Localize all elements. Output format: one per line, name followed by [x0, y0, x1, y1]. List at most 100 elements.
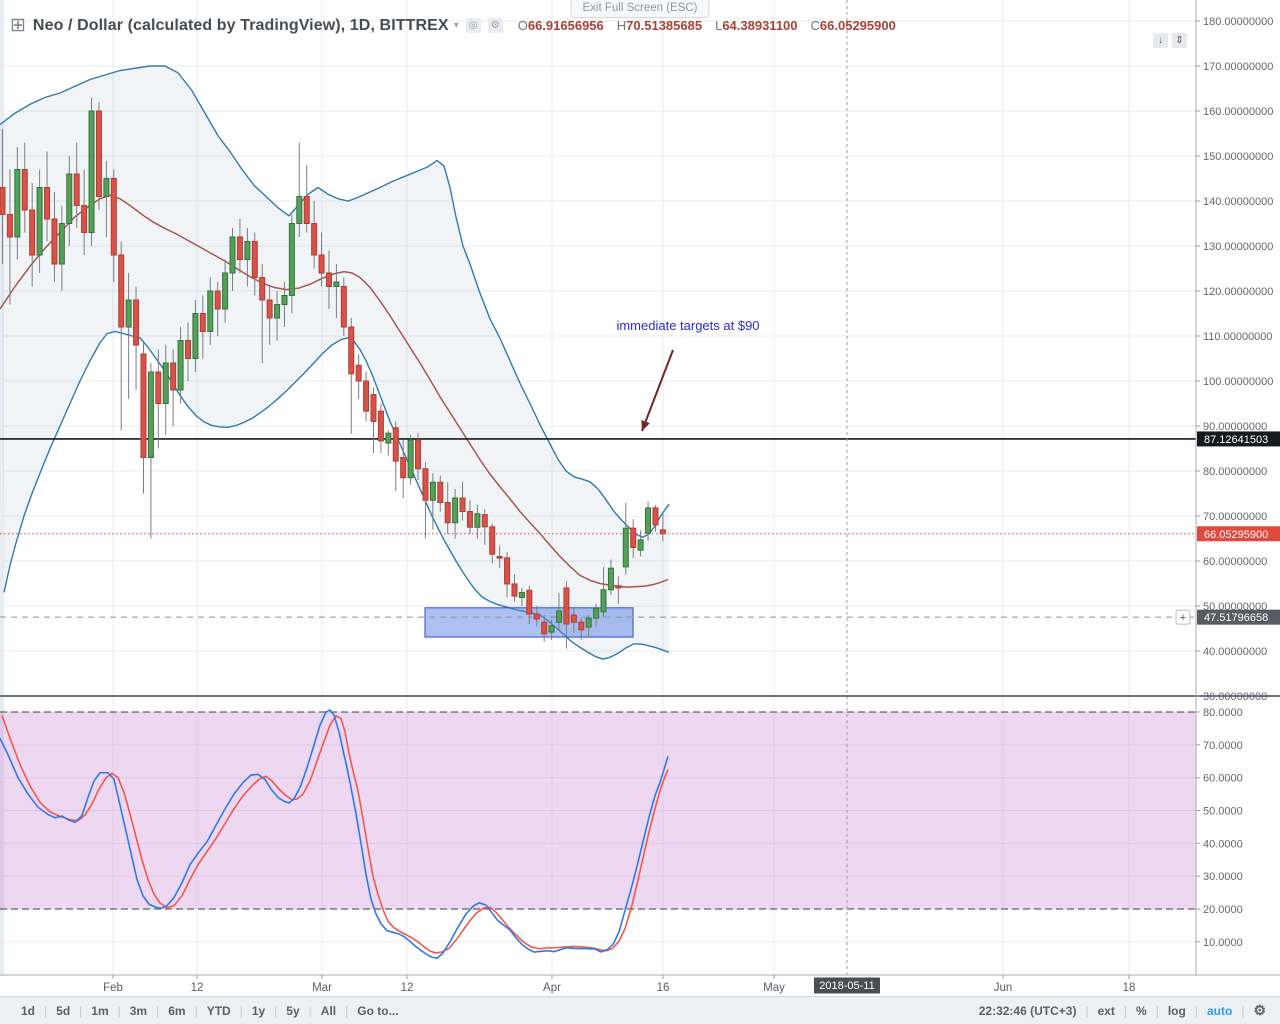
- candle-body: [58, 223, 65, 265]
- candle-body: [274, 304, 281, 319]
- range-button-ytd[interactable]: YTD: [206, 1003, 231, 1018]
- range-button-6m[interactable]: 6m: [168, 1003, 186, 1018]
- clock-display: 22:32:46 (UTC+3): [978, 1003, 1077, 1018]
- price-axis-label: 100.00000000: [1203, 376, 1273, 388]
- candle-body: [511, 583, 518, 597]
- price-badge: 47.51796658: [1197, 609, 1280, 625]
- price-badge: 87.12641503: [1197, 431, 1280, 447]
- toolbar-divider: |: [1155, 1003, 1159, 1018]
- eye-icon[interactable]: ◎: [465, 18, 481, 33]
- gridlines: [0, 0, 1196, 975]
- candle-body: [229, 236, 236, 274]
- candle-body: [363, 380, 370, 412]
- candle-body: [36, 187, 43, 256]
- candle-body: [526, 589, 533, 615]
- price-axis-label: 90.00000000: [1203, 421, 1267, 433]
- candle-body: [518, 592, 525, 598]
- candle-body: [415, 439, 422, 470]
- high-label: H: [616, 18, 627, 33]
- compare-grid-icon[interactable]: ⊞: [10, 15, 26, 36]
- candle-body: [645, 507, 652, 534]
- candle-body: [659, 529, 666, 535]
- range-buttons: 1d | 5d | 1m | 3m | 6m | YTD | 1y | 5y | All | Go to...: [12, 1004, 408, 1018]
- range-button-1m[interactable]: 1m: [91, 1003, 109, 1018]
- add-alert-plus-button[interactable]: +: [1175, 609, 1191, 625]
- range-button-1y[interactable]: 1y: [251, 1003, 266, 1018]
- price-axis-label: 80.00000000: [1203, 466, 1267, 478]
- price-axis-label: 30.0000: [1203, 871, 1243, 883]
- candle-body: [437, 481, 444, 503]
- stochastic-band-fill: [0, 712, 1196, 909]
- candle-body: [615, 585, 622, 589]
- candle-body: [95, 110, 102, 197]
- price-badge-label: 87.12641503: [1204, 434, 1268, 446]
- candle-body: [318, 254, 325, 274]
- price-axis-label: 30.00000000: [1203, 691, 1267, 703]
- price-badge-bg: [1197, 526, 1280, 542]
- price-target-annotation[interactable]: immediate targets at $90: [616, 318, 760, 333]
- time-axis-label: Jun: [994, 982, 1013, 994]
- toolbar-divider: |: [1085, 1003, 1089, 1018]
- bollinger-basis-line: [0, 194, 669, 588]
- plus-button-box[interactable]: [1175, 609, 1191, 625]
- candle-body: [214, 290, 221, 310]
- price-axis-label: 130.00000000: [1203, 241, 1273, 253]
- price-axis[interactable]: 180.00000000 170.00000000 160.00000000 150.…: [1196, 16, 1273, 949]
- price-axis-label: 140.00000000: [1203, 196, 1273, 208]
- goto-date-button[interactable]: Go to...: [357, 1003, 399, 1018]
- candle-body: [496, 556, 503, 559]
- time-axis[interactable]: Feb 12 Mar 12 Apr 16 May Jun 18: [103, 975, 1135, 994]
- candle-body: [147, 371, 154, 458]
- pane-maximize-icon[interactable]: ⇕: [1172, 33, 1187, 48]
- candle-body: [466, 511, 473, 528]
- close-value: 66.05295900: [819, 18, 896, 33]
- settings-gear-icon[interactable]: ⚙: [1253, 1002, 1266, 1018]
- candle-body: [244, 241, 251, 260]
- scale-toggle-log[interactable]: log: [1167, 1003, 1186, 1018]
- candle-body: [185, 340, 191, 359]
- candle-body: [288, 223, 295, 296]
- candlesticks: [0, 97, 666, 649]
- time-axis-label: Apr: [543, 982, 561, 994]
- candle-body: [533, 613, 540, 620]
- price-badge: 66.05295900: [1197, 526, 1280, 542]
- symbol-title[interactable]: Neo / Dollar (calculated by TradingView)…: [32, 16, 449, 34]
- toolbar-divider: |: [274, 1003, 278, 1018]
- range-button-5y[interactable]: 5y: [286, 1003, 300, 1018]
- candle-body: [400, 457, 407, 479]
- candle-body: [593, 607, 600, 619]
- range-button-5d[interactable]: 5d: [56, 1003, 71, 1018]
- range-button-3m[interactable]: 3m: [129, 1003, 148, 1018]
- price-axis-label: 40.0000: [1203, 838, 1243, 850]
- chevron-down-icon[interactable]: ▾: [453, 20, 459, 31]
- price-axis-label: 20.0000: [1203, 904, 1243, 916]
- low-label: L: [715, 18, 723, 33]
- scale-toggle-ext[interactable]: ext: [1097, 1003, 1115, 1018]
- toolbar-divider: |: [156, 1003, 160, 1018]
- candle-body: [481, 514, 488, 528]
- range-button-all[interactable]: All: [320, 1003, 337, 1018]
- gear-icon[interactable]: ⚙: [487, 18, 503, 33]
- range-button-1d[interactable]: 1d: [21, 1003, 36, 1018]
- candle-body: [259, 277, 266, 301]
- auto-scale-toggle[interactable]: auto: [1206, 1003, 1233, 1018]
- scale-toggle-percent[interactable]: %: [1136, 1003, 1147, 1018]
- toolbar-divider: |: [308, 1003, 312, 1018]
- price-axis-label: 150.00000000: [1203, 151, 1273, 163]
- candle-body: [607, 567, 614, 591]
- price-axis-label: 120.00000000: [1203, 286, 1273, 298]
- price-axis-label: 80.0000: [1203, 707, 1243, 719]
- pane-collapse-icon[interactable]: ↓: [1153, 33, 1168, 48]
- candle-body: [489, 526, 496, 555]
- toolbar-divider: |: [239, 1003, 243, 1018]
- candle-body: [340, 286, 347, 328]
- candle-body: [459, 497, 466, 512]
- candle-body: [578, 621, 585, 631]
- price-axis-label: 70.0000: [1203, 740, 1243, 752]
- time-axis-label: 18: [1123, 982, 1136, 994]
- candle-body: [622, 527, 629, 568]
- candle-body: [474, 513, 481, 528]
- chart-canvas[interactable]: 180.00000000 170.00000000 160.00000000 150.…: [0, 0, 1280, 996]
- price-axis-label: 70.00000000: [1203, 511, 1267, 523]
